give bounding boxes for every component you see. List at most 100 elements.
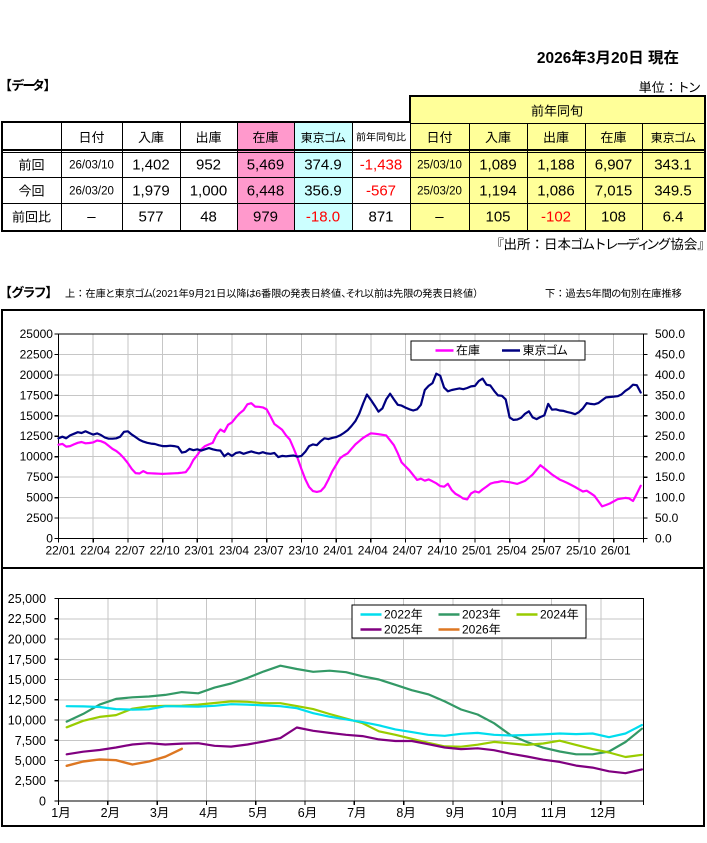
svg-text:100.0: 100.0 — [655, 491, 685, 505]
svg-text:6,907: 6,907 — [595, 157, 633, 174]
svg-text:17500: 17500 — [20, 388, 54, 402]
svg-text:4: 4 — [199, 806, 206, 820]
svg-text:7,500: 7,500 — [15, 734, 46, 748]
svg-text:2023: 2023 — [462, 608, 489, 622]
svg-text:356.9: 356.9 — [304, 183, 342, 200]
svg-text:6: 6 — [298, 806, 305, 820]
svg-text:6: 6 — [255, 289, 261, 300]
svg-text:6,448: 6,448 — [247, 183, 285, 200]
svg-text:24/01: 24/01 — [323, 544, 353, 558]
svg-text:22/10: 22/10 — [150, 544, 180, 558]
svg-text:20: 20 — [611, 50, 628, 67]
svg-text:0: 0 — [46, 532, 53, 546]
svg-text:2024: 2024 — [540, 608, 567, 622]
svg-text:22/01: 22/01 — [46, 544, 76, 558]
svg-text:3: 3 — [587, 50, 596, 67]
svg-text:979: 979 — [253, 209, 278, 226]
svg-text:952: 952 — [196, 157, 221, 174]
svg-text:22500: 22500 — [20, 347, 54, 361]
svg-text:25/10: 25/10 — [566, 544, 596, 558]
svg-text:2,500: 2,500 — [15, 774, 46, 788]
svg-text:6.4: 6.4 — [663, 209, 684, 226]
svg-text:-1,438: -1,438 — [360, 157, 403, 174]
svg-text:12,500: 12,500 — [8, 693, 46, 707]
svg-text:26/03/20: 26/03/20 — [69, 186, 114, 198]
svg-text:1,979: 1,979 — [132, 183, 170, 200]
svg-text:2022: 2022 — [384, 608, 411, 622]
svg-text:0.0: 0.0 — [655, 532, 672, 546]
svg-text:150.0: 150.0 — [655, 470, 685, 484]
svg-text:17,500: 17,500 — [8, 653, 46, 667]
svg-text:9: 9 — [189, 289, 195, 300]
svg-text:1,188: 1,188 — [537, 157, 575, 174]
svg-text:5: 5 — [249, 806, 256, 820]
svg-text:25/01: 25/01 — [462, 544, 492, 558]
svg-text:1,194: 1,194 — [479, 183, 517, 200]
svg-text:50.0: 50.0 — [655, 511, 679, 525]
svg-text:–: – — [87, 209, 96, 226]
svg-text:5: 5 — [586, 289, 592, 300]
svg-text:250.0: 250.0 — [655, 429, 685, 443]
svg-text:10000: 10000 — [20, 450, 54, 464]
svg-text:2: 2 — [101, 806, 108, 820]
svg-text:2026: 2026 — [537, 50, 572, 67]
svg-text:500.0: 500.0 — [655, 327, 685, 341]
svg-text:15000: 15000 — [20, 409, 54, 423]
svg-text:108: 108 — [601, 209, 626, 226]
svg-text:7: 7 — [347, 806, 354, 820]
svg-text:–: – — [435, 209, 444, 226]
svg-text:2025: 2025 — [384, 623, 411, 637]
svg-text:21: 21 — [205, 289, 217, 300]
svg-text:24/04: 24/04 — [358, 544, 388, 558]
svg-text:22/04: 22/04 — [80, 544, 110, 558]
svg-text:-18.0: -18.0 — [306, 209, 340, 226]
svg-text:8: 8 — [396, 806, 403, 820]
svg-text:25/03/20: 25/03/20 — [417, 186, 462, 198]
svg-text:10: 10 — [492, 806, 506, 820]
svg-text:48: 48 — [200, 209, 217, 226]
svg-text:1: 1 — [51, 806, 58, 820]
svg-text:24/10: 24/10 — [427, 544, 457, 558]
svg-text:23/01: 23/01 — [184, 544, 214, 558]
svg-text:200.0: 200.0 — [655, 450, 685, 464]
svg-text:-102: -102 — [541, 209, 571, 226]
svg-text:20000: 20000 — [20, 368, 54, 382]
svg-text:1,402: 1,402 — [132, 157, 170, 174]
svg-text:9: 9 — [446, 806, 453, 820]
svg-text:10,000: 10,000 — [8, 714, 46, 728]
svg-text:22/07: 22/07 — [115, 544, 145, 558]
svg-text:7500: 7500 — [26, 470, 53, 484]
svg-text:23/04: 23/04 — [219, 544, 249, 558]
svg-text:871: 871 — [369, 209, 394, 226]
svg-text:25/07: 25/07 — [531, 544, 561, 558]
svg-text:1,000: 1,000 — [190, 183, 228, 200]
svg-text:0: 0 — [39, 795, 46, 809]
svg-text:450.0: 450.0 — [655, 347, 685, 361]
svg-text:1,086: 1,086 — [537, 183, 575, 200]
svg-text:15,000: 15,000 — [8, 673, 46, 687]
svg-text:577: 577 — [139, 209, 164, 226]
svg-text:12500: 12500 — [20, 429, 54, 443]
svg-text:5,000: 5,000 — [15, 754, 46, 768]
svg-text:25,000: 25,000 — [8, 592, 46, 606]
svg-text:26/01: 26/01 — [601, 544, 631, 558]
svg-text:400.0: 400.0 — [655, 368, 685, 382]
svg-text:2026: 2026 — [462, 623, 489, 637]
svg-text:5,469: 5,469 — [247, 157, 285, 174]
svg-text:374.9: 374.9 — [304, 157, 342, 174]
svg-text:11: 11 — [541, 806, 554, 820]
svg-text:12: 12 — [590, 806, 604, 820]
svg-text:24/07: 24/07 — [393, 544, 423, 558]
svg-text:22,500: 22,500 — [8, 612, 46, 626]
svg-text:1,089: 1,089 — [479, 157, 517, 174]
svg-text:25/04: 25/04 — [497, 544, 527, 558]
svg-text:2021: 2021 — [156, 289, 179, 300]
svg-text:349.5: 349.5 — [654, 183, 692, 200]
svg-text:350.0: 350.0 — [655, 388, 685, 402]
svg-text:25000: 25000 — [20, 327, 54, 341]
svg-text:20,000: 20,000 — [8, 633, 46, 647]
svg-text:-567: -567 — [366, 183, 396, 200]
svg-text:105: 105 — [486, 209, 511, 226]
svg-text:23/07: 23/07 — [254, 544, 284, 558]
svg-text:23/10: 23/10 — [288, 544, 318, 558]
